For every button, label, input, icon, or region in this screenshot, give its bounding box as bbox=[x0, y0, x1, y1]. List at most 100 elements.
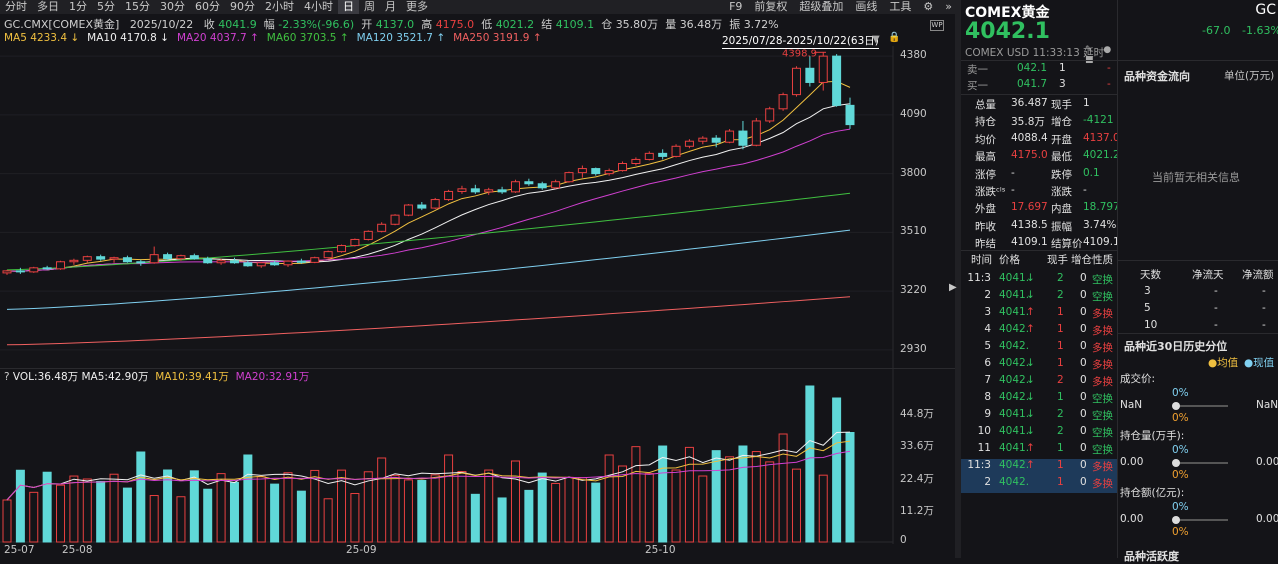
ma-legend: MA5 4233.4 ↓ MA10 4170.8 ↓ MA20 4037.7 ↑ MA… bbox=[4, 32, 550, 44]
period-tab-15分[interactable]: 15分 bbox=[125, 0, 150, 13]
more-icon[interactable]: » bbox=[945, 0, 952, 13]
candle-body bbox=[684, 140, 694, 147]
swing-value: 3.72% bbox=[743, 18, 779, 31]
candle-body bbox=[417, 204, 427, 209]
period-tab-日[interactable]: 日 bbox=[338, 0, 359, 14]
tick-oi: 0 bbox=[1080, 374, 1087, 386]
period-tab-5分[interactable]: 5分 bbox=[97, 0, 115, 13]
period-tab-分时[interactable]: 分时 bbox=[5, 0, 27, 13]
stat-label: 现手 bbox=[1051, 99, 1072, 111]
legend-now: ●现值 bbox=[1244, 357, 1275, 369]
stat-row: 持仓 35.8万 增仓 -4121 bbox=[961, 114, 1117, 131]
candle-body bbox=[189, 255, 199, 260]
lock-icon[interactable]: 🔒 bbox=[888, 32, 901, 43]
divider bbox=[1118, 333, 1278, 334]
volume-bar bbox=[604, 454, 614, 543]
tick-arrow-icon: ↑ bbox=[1026, 442, 1035, 454]
tick-row: 5 4042. 1 0 多换 bbox=[961, 340, 1117, 357]
x-tick-label: 25-10 bbox=[645, 544, 676, 556]
low-value: 4021.2 bbox=[495, 18, 535, 31]
period-tab-90分[interactable]: 90分 bbox=[230, 0, 255, 13]
tick-time: 6 bbox=[984, 357, 991, 369]
candle-body bbox=[136, 261, 146, 264]
volume-bar bbox=[671, 469, 681, 543]
flow-title: 品种资金流向 bbox=[1124, 70, 1190, 83]
tick-type: 多换 bbox=[1092, 308, 1113, 320]
candle-body bbox=[203, 258, 213, 264]
candle-body bbox=[738, 130, 748, 146]
volume-bar bbox=[845, 432, 855, 543]
volume-bar bbox=[510, 460, 520, 543]
period-tab-周[interactable]: 周 bbox=[364, 0, 375, 13]
candle-body bbox=[805, 67, 815, 83]
candle-body bbox=[403, 204, 413, 216]
period-tab-30分[interactable]: 30分 bbox=[160, 0, 185, 13]
tick-oi: 0 bbox=[1080, 357, 1087, 369]
flow-table-cell: - bbox=[1262, 285, 1266, 297]
period-tab-多日[interactable]: 多日 bbox=[37, 0, 59, 13]
volume-bar bbox=[524, 489, 534, 543]
collapse-arrow-icon[interactable]: ▶ bbox=[949, 282, 957, 293]
tick-qty: 2 bbox=[1057, 289, 1064, 301]
candle-body bbox=[765, 108, 775, 122]
candle-body bbox=[69, 259, 79, 263]
empty-message: 当前暂无相关信息 bbox=[1152, 171, 1240, 184]
toolbar-工具[interactable]: 工具 bbox=[889, 0, 912, 13]
period-tab-1分[interactable]: 1分 bbox=[69, 0, 87, 13]
toolbar-right: F9 前复权 超级叠加 画线 工具 ⚙ » bbox=[723, 0, 958, 14]
tick-price: 4042. bbox=[999, 391, 1030, 403]
candle-body bbox=[29, 267, 39, 273]
tick-type: 多换 bbox=[1092, 359, 1113, 371]
toolbar-超级叠加[interactable]: 超级叠加 bbox=[799, 0, 844, 13]
kline-chart[interactable]: 4398.9 bbox=[0, 46, 955, 544]
tick-arrow-icon: ↓ bbox=[1026, 425, 1035, 437]
volume-bar bbox=[444, 454, 454, 543]
period-tab-4小时[interactable]: 4小时 bbox=[304, 0, 333, 13]
period-tab-月[interactable]: 月 bbox=[385, 0, 396, 13]
candle-body bbox=[283, 260, 293, 266]
candle-body bbox=[845, 104, 855, 126]
tick-arrow-icon: ↓ bbox=[1026, 272, 1035, 284]
flow-table-cell: - bbox=[1262, 302, 1266, 314]
stat-row: 昨收 4138.5 振幅 3.74% bbox=[961, 219, 1117, 236]
volume-bar bbox=[96, 480, 106, 543]
divider bbox=[961, 94, 1117, 95]
range-dropdown-icon[interactable]: ▼ bbox=[872, 34, 880, 45]
volume-bar bbox=[229, 481, 239, 543]
candle-body bbox=[711, 137, 721, 143]
candle-body bbox=[42, 267, 52, 270]
panel-divider[interactable] bbox=[955, 0, 961, 558]
x-tick-label: 25-07 bbox=[4, 544, 35, 556]
period-tab-60分[interactable]: 60分 bbox=[195, 0, 220, 13]
help-icon[interactable]: ? bbox=[4, 371, 10, 383]
candle-body bbox=[564, 172, 574, 183]
toolbar-F9[interactable]: F9 bbox=[729, 0, 743, 13]
volume-header: ? VOL:36.48万 MA5:42.90万 MA10:39.41万 MA20… bbox=[0, 368, 955, 383]
toolbar-画线[interactable]: 画线 bbox=[855, 0, 878, 13]
settings-icon[interactable]: ⚙ bbox=[923, 0, 934, 13]
ma-label: MA60 3703.5 ↑ bbox=[266, 32, 349, 44]
toolbar-前复权[interactable]: 前复权 bbox=[754, 0, 788, 13]
divider bbox=[961, 250, 1117, 251]
period-tab-2小时[interactable]: 2小时 bbox=[265, 0, 294, 13]
fund-flow-panel: GC -67.0 -1.63% 品种资金流向 单位(万元) 当前暂无相关信息 天… bbox=[1117, 0, 1278, 563]
vol-ma5-label: MA5:42.90万 bbox=[81, 371, 149, 383]
volume-bar bbox=[310, 469, 320, 543]
wp-icon[interactable]: WP bbox=[930, 20, 944, 31]
x-tick-label: 25-09 bbox=[346, 544, 377, 556]
change-value: -2.33%(-96.6) bbox=[278, 18, 355, 31]
volume-bar bbox=[658, 445, 668, 543]
high-value: 4175.0 bbox=[435, 18, 475, 31]
history-bottom-pct: 0% bbox=[1172, 412, 1189, 424]
date-range-selector[interactable]: 2025/07/28-2025/10/22(63日) bbox=[722, 35, 879, 49]
volume-bar bbox=[189, 470, 199, 543]
history-title: 品种近30日历史分位 bbox=[1124, 340, 1228, 353]
stat-label: 最低 bbox=[1051, 151, 1072, 164]
stat-label: 涨跌 bbox=[1051, 186, 1072, 198]
stat-value: - bbox=[1011, 166, 1015, 179]
volume-bar bbox=[644, 473, 654, 543]
oi-value: 35.80万 bbox=[615, 18, 659, 31]
period-tab-更多[interactable]: 更多 bbox=[406, 0, 428, 13]
candle-body bbox=[631, 158, 641, 164]
tick-arrow-icon: ↑ bbox=[1026, 306, 1035, 318]
